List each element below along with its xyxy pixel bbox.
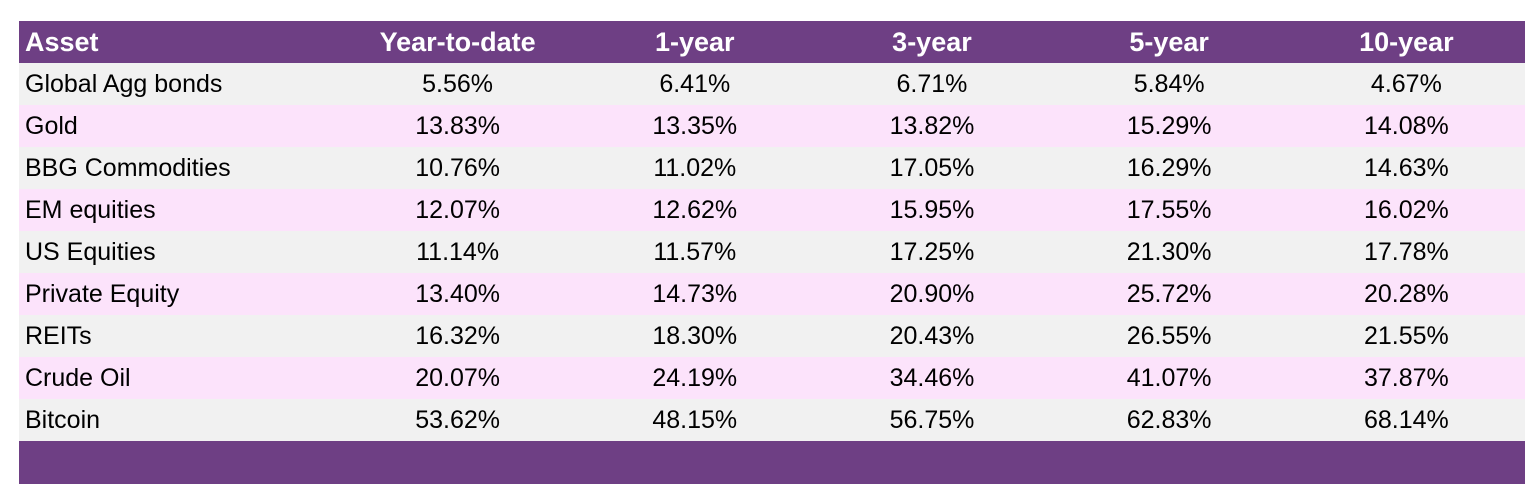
return-cell-3-year: 34.46% xyxy=(889,364,975,392)
table-row: US Equities 11.14% 11.57% 17.25% 21.30% 17.78… xyxy=(19,231,1525,273)
return-cell-1-year: 24.19% xyxy=(652,364,738,392)
column-header-5-year: 5-year xyxy=(1129,27,1209,57)
return-cell-ytd: 13.40% xyxy=(415,280,500,308)
table-row: EM equities 12.07% 12.62% 15.95% 17.55% 16.02… xyxy=(19,189,1525,231)
asset-name-cell: Bitcoin xyxy=(25,406,101,434)
table-row: Global Agg bonds 5.56% 6.41% 6.71% 5.84% 4.67… xyxy=(19,63,1525,105)
return-cell-ytd: 53.62% xyxy=(415,406,500,434)
asset-name-cell: US Equities xyxy=(25,238,156,266)
return-cell-10-year: 4.67% xyxy=(1370,70,1442,98)
return-cell-5-year: 26.55% xyxy=(1126,322,1212,350)
return-cell-1-year: 11.57% xyxy=(653,238,737,266)
column-header-asset: Asset xyxy=(25,27,99,57)
return-cell-3-year: 17.25% xyxy=(889,238,975,266)
return-cell-10-year: 68.14% xyxy=(1363,406,1449,434)
return-cell-3-year: 13.82% xyxy=(889,112,975,140)
return-cell-1-year: 6.41% xyxy=(659,70,731,98)
asset-name-cell: Global Agg bonds xyxy=(25,70,223,98)
returns-table-container: Asset Year-to-date 1-year 3-year 5-year … xyxy=(19,21,1525,441)
table-header-row: Asset Year-to-date 1-year 3-year 5-year … xyxy=(19,21,1525,63)
return-cell-10-year: 20.28% xyxy=(1363,280,1449,308)
asset-name-cell: EM equities xyxy=(25,196,156,224)
return-cell-10-year: 14.63% xyxy=(1363,154,1449,182)
return-cell-5-year: 5.84% xyxy=(1133,70,1205,98)
column-header-10-year: 10-year xyxy=(1359,27,1454,57)
return-cell-ytd: 13.83% xyxy=(415,112,500,140)
return-cell-1-year: 48.15% xyxy=(652,406,738,434)
asset-returns-table: Asset Year-to-date 1-year 3-year 5-year … xyxy=(19,21,1525,441)
table-row: REITs 16.32% 18.30% 20.43% 26.55% 21.55% xyxy=(19,315,1525,357)
return-cell-10-year: 14.08% xyxy=(1363,112,1449,140)
return-cell-5-year: 17.55% xyxy=(1126,196,1212,224)
return-cell-1-year: 12.62% xyxy=(652,196,738,224)
return-cell-3-year: 15.95% xyxy=(889,196,975,224)
return-cell-5-year: 41.07% xyxy=(1126,364,1212,392)
return-cell-ytd: 16.32% xyxy=(415,322,500,350)
table-row: Gold 13.83% 13.35% 13.82% 15.29% 14.08% xyxy=(19,105,1525,147)
return-cell-ytd: 12.07% xyxy=(415,196,500,224)
return-cell-10-year: 37.87% xyxy=(1363,364,1449,392)
return-cell-3-year: 6.71% xyxy=(896,70,968,98)
return-cell-10-year: 16.02% xyxy=(1363,196,1449,224)
asset-name-cell: Private Equity xyxy=(25,280,180,308)
asset-name-cell: BBG Commodities xyxy=(25,154,231,182)
return-cell-ytd: 20.07% xyxy=(415,364,500,392)
return-cell-1-year: 11.02% xyxy=(653,154,737,182)
column-header-1-year: 1-year xyxy=(654,27,735,57)
column-header-3-year: 3-year xyxy=(892,27,972,57)
return-cell-5-year: 16.29% xyxy=(1126,154,1212,182)
return-cell-5-year: 25.72% xyxy=(1126,280,1212,308)
asset-name-cell: REITs xyxy=(25,322,92,350)
return-cell-ytd: 10.76% xyxy=(415,154,500,182)
return-cell-1-year: 13.35% xyxy=(652,112,738,140)
return-cell-1-year: 14.73% xyxy=(652,280,738,308)
return-cell-5-year: 15.29% xyxy=(1126,112,1212,140)
return-cell-ytd: 5.56% xyxy=(422,70,494,98)
return-cell-1-year: 18.30% xyxy=(652,322,738,350)
asset-name-cell: Gold xyxy=(25,112,78,140)
asset-name-cell: Crude Oil xyxy=(25,364,131,392)
column-header-ytd: Year-to-date xyxy=(379,27,536,57)
return-cell-3-year: 56.75% xyxy=(889,406,975,434)
return-cell-3-year: 17.05% xyxy=(889,154,975,182)
table-body: Global Agg bonds 5.56% 6.41% 6.71% 5.84% 4.67… xyxy=(19,63,1525,441)
return-cell-3-year: 20.90% xyxy=(889,280,975,308)
return-cell-ytd: 11.14% xyxy=(416,238,500,266)
table-row: Private Equity 13.40% 14.73% 20.90% 25.72% 20… xyxy=(19,273,1525,315)
return-cell-10-year: 21.55% xyxy=(1363,322,1449,350)
table-footer-band xyxy=(19,441,1525,484)
table-row: Bitcoin 53.62% 48.15% 56.75% 62.83% 68.14% xyxy=(19,399,1525,441)
table-row: Crude Oil 20.07% 24.19% 34.46% 41.07% 37.87% xyxy=(19,357,1525,399)
return-cell-5-year: 21.30% xyxy=(1126,238,1212,266)
return-cell-3-year: 20.43% xyxy=(889,322,975,350)
return-cell-10-year: 17.78% xyxy=(1363,238,1449,266)
table-row: BBG Commodities 10.76% 11.02% 17.05% 16.29% 1… xyxy=(19,147,1525,189)
return-cell-5-year: 62.83% xyxy=(1126,406,1212,434)
